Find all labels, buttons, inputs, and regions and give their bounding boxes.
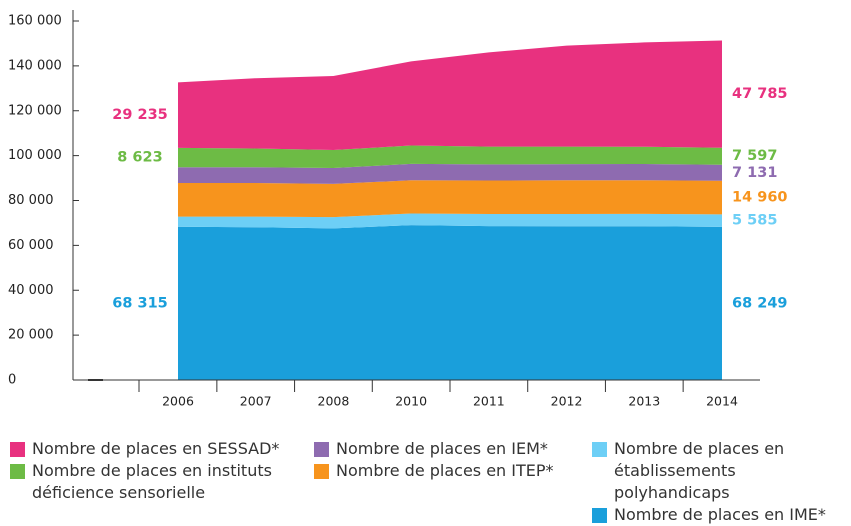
x-tick-label: 2008 <box>318 394 350 409</box>
y-tick-label: 80 000 <box>8 193 54 208</box>
x-tick-label: 2012 <box>551 394 583 409</box>
legend-label: Nombre de places en IME* <box>614 505 826 524</box>
page: {"chart_data": {"type": "stacked-area", … <box>8 10 826 524</box>
y-tick-label: 140 000 <box>8 58 62 73</box>
area <box>178 40 722 151</box>
area <box>178 163 722 184</box>
y-tick-label: 120 000 <box>8 103 62 118</box>
value-label: 47 785 <box>732 86 788 102</box>
legend-item: Nombre de places en établissements polyh… <box>592 438 842 504</box>
x-tick-label: 2011 <box>473 394 505 409</box>
value-label: 29 235 <box>112 107 168 123</box>
value-label: 68 315 <box>112 295 168 311</box>
value-label: 7 131 <box>732 165 777 181</box>
y-tick-label: 160 000 <box>8 14 62 29</box>
x-tick-label: 2006 <box>162 394 194 409</box>
value-label: 68 249 <box>732 295 788 311</box>
legend-item: Nombre de places en instituts déficience… <box>10 460 285 504</box>
chart: 0 20 000 40 000 60 000 80 000 100 000 120 000 1… <box>8 10 788 409</box>
legend-label: Nombre de places en établissements polyh… <box>614 439 785 502</box>
area <box>178 213 722 229</box>
legend-swatch <box>592 508 607 523</box>
legend-item: Nombre de places en SESSAD* <box>10 438 285 460</box>
x-tick-label: 2014 <box>706 394 738 409</box>
y-tick-label: 100 000 <box>8 148 62 163</box>
legend-swatch <box>314 442 329 457</box>
legend-label: Nombre de places en instituts déficience… <box>32 461 272 502</box>
legend-column: Nombre de places en IEM* Nombre de places… <box>314 438 574 482</box>
y-tick-label: 60 000 <box>8 238 54 253</box>
legend-swatch <box>10 442 25 457</box>
legend-item: Nombre de places en IEM* <box>314 438 574 460</box>
legend-item: Nombre de places en ITEP* <box>314 460 574 482</box>
value-label: 14 960 <box>732 190 788 206</box>
legend-item: Nombre de places en IME* <box>592 504 842 526</box>
y-tick-label: 20 000 <box>8 328 54 343</box>
x-tick-label: 2007 <box>240 394 272 409</box>
legend-label: Nombre de places en ITEP* <box>336 461 554 480</box>
value-label: 7 597 <box>732 148 777 164</box>
y-tick-label: 0 <box>8 373 16 388</box>
area <box>178 225 722 380</box>
x-tick-label: 2010 <box>395 394 427 409</box>
value-label: 8 623 <box>117 150 162 166</box>
legend-swatch <box>592 442 607 457</box>
legend-column: Nombre de places en établissements polyh… <box>592 438 842 526</box>
legend-label: Nombre de places en SESSAD* <box>32 439 280 458</box>
area <box>178 180 722 218</box>
legend-column: Nombre de places en SESSAD* Nombre de pla… <box>10 438 285 504</box>
y-tick-label: 40 000 <box>8 283 54 298</box>
value-label: 5 585 <box>732 213 777 229</box>
area <box>178 145 722 168</box>
legend-swatch <box>314 464 329 479</box>
legend-swatch <box>10 464 25 479</box>
x-tick-label: 2013 <box>628 394 660 409</box>
legend-label: Nombre de places en IEM* <box>336 439 548 458</box>
